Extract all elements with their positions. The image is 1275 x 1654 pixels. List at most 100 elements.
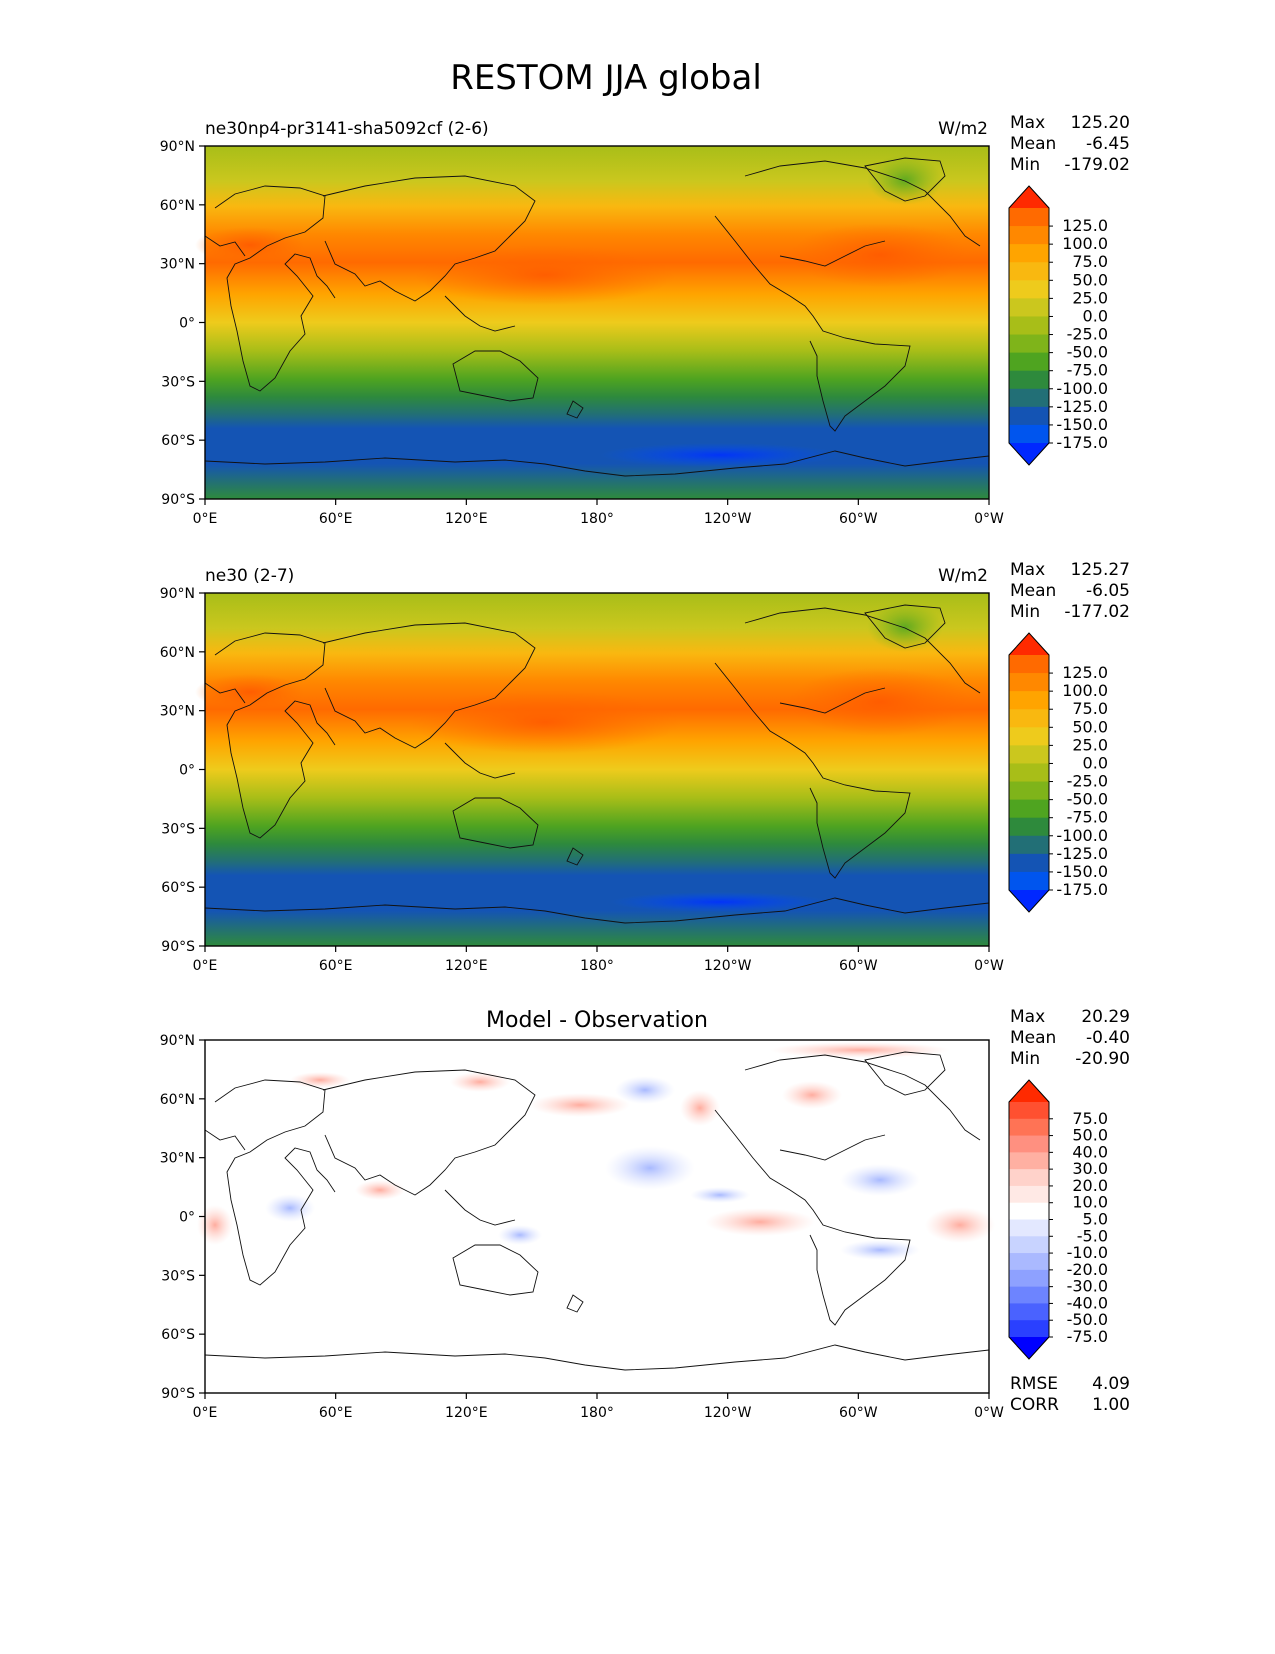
y-tick-label: 0° [179, 763, 195, 779]
x-tick-label: 0°E [193, 511, 218, 527]
colorbar-swatch [1009, 709, 1049, 728]
x-tick-label: 120°E [445, 511, 488, 527]
colorbar-swatch [1009, 298, 1049, 317]
x-tick-label: 120°W [704, 958, 752, 974]
x-tick-label: 0°W [974, 511, 1004, 527]
colorbar-label: 40.0 [1072, 1142, 1108, 1161]
y-tick-label: 90°S [161, 1386, 195, 1402]
colorbar-label: -75.0 [1067, 808, 1108, 827]
x-tick-label: 180° [580, 1405, 614, 1421]
panel-left-title: ne30np4-pr3141-sha5092cf (2-6) [205, 119, 489, 139]
colorbar-label: -150.0 [1056, 415, 1108, 434]
x-axis: 0°E 60°E 120°E 180° 120°W 60°W 0°W [193, 946, 1004, 974]
colorbar-swatch [1009, 691, 1049, 710]
stat-value: -0.40 [1086, 1028, 1130, 1048]
stat-label: RMSE [1010, 1374, 1058, 1394]
colorbar-label: 100.0 [1062, 234, 1108, 253]
colorbar-label: 75.0 [1072, 252, 1108, 271]
colorbar-extend-max [1009, 186, 1049, 208]
panel-left-title: ne30 (2-7) [205, 566, 294, 586]
colorbar-label: 50.0 [1072, 270, 1108, 289]
y-tick-label: 60°S [161, 433, 195, 449]
stat-value: 4.09 [1092, 1374, 1130, 1394]
map-field [195, 593, 989, 946]
stat-label: Max [1010, 1007, 1045, 1027]
colorbar-label: -125.0 [1056, 397, 1108, 416]
colorbar-swatch [1009, 262, 1049, 281]
stats-box: Max 125.20 Mean -6.45 Min -179.02 [1010, 113, 1130, 175]
colorbar-swatch [1009, 280, 1049, 299]
panel-test: ne30np4-pr3141-sha5092cf (2-6) W/m2 90°N… [160, 113, 1130, 527]
colorbar-swatch [1009, 763, 1049, 783]
colorbar-label: 50.0 [1072, 717, 1108, 736]
colorbar-label: -175.0 [1056, 433, 1108, 452]
x-tick-label: 0°E [193, 958, 218, 974]
colorbar-swatch [1009, 1135, 1049, 1153]
x-tick-label: 180° [580, 958, 614, 974]
stats-box: Max 20.29 Mean -0.40 Min -20.90 [1010, 1007, 1130, 1069]
x-tick-label: 0°W [974, 958, 1004, 974]
panel-units: W/m2 [938, 566, 988, 586]
panel-center-title: Model - Observation [486, 1008, 708, 1033]
colorbar-swatch [1009, 871, 1049, 891]
map-field [195, 146, 989, 499]
y-tick-label: 0° [179, 1210, 195, 1226]
y-tick-label: 0° [179, 316, 195, 332]
colorbar-label: -10.0 [1067, 1243, 1108, 1262]
colorbar-swatch [1009, 1152, 1049, 1170]
y-tick-label: 60°S [161, 1327, 195, 1343]
stat-value: 20.29 [1081, 1007, 1130, 1027]
stat-value: -20.90 [1075, 1049, 1130, 1069]
colorbar-label: -75.0 [1067, 361, 1108, 380]
colorbar-label: 30.0 [1072, 1159, 1108, 1178]
stat-value: -179.02 [1064, 155, 1130, 175]
x-tick-label: 60°W [839, 511, 878, 527]
colorbar-swatch [1009, 1118, 1049, 1137]
x-axis: 0°E 60°E 120°E 180° 120°W 60°W 0°W [193, 499, 1004, 527]
colorbar-label: 125.0 [1062, 216, 1108, 235]
x-tick-label: 60°W [839, 1405, 878, 1421]
figure-title: RESTOM JJA global [450, 58, 762, 98]
colorbar-label: 10.0 [1072, 1193, 1108, 1212]
colorbar-extend-min [1009, 1337, 1049, 1359]
x-tick-label: 60°E [319, 958, 353, 974]
colorbar-swatch [1009, 1102, 1049, 1120]
colorbar-label: 100.0 [1062, 681, 1108, 700]
y-tick-label: 30°S [161, 1268, 195, 1284]
colorbar-label: -100.0 [1056, 826, 1108, 845]
colorbar-swatch [1009, 334, 1049, 354]
colorbar: 125.0100.075.050.025.00.0-25.0-50.0-75.0… [1008, 185, 1108, 466]
y-tick-label: 30°S [161, 374, 195, 390]
stat-label: Mean [1010, 581, 1056, 601]
y-tick-label: 90°N [160, 139, 195, 155]
stat-label: Min [1010, 602, 1040, 622]
colorbar-label: -25.0 [1067, 325, 1108, 344]
y-tick-label: 30°N [160, 704, 195, 720]
colorbar-label: -75.0 [1067, 1327, 1108, 1346]
colorbar-label: 25.0 [1072, 288, 1108, 307]
colorbar-label: 0.0 [1083, 753, 1108, 772]
y-tick-label: 30°N [160, 257, 195, 273]
colorbar-swatch [1009, 799, 1049, 819]
stat-label: Mean [1010, 134, 1056, 154]
stat-label: Min [1010, 155, 1040, 175]
stat-label: Max [1010, 560, 1045, 580]
colorbar-swatch [1009, 853, 1049, 873]
colorbar-swatch [1009, 673, 1049, 692]
panel-ref: ne30 (2-7) W/m2 90°N60°N30°N0°30°S60°S90… [160, 560, 1130, 974]
colorbar-extend-max [1009, 633, 1049, 655]
colorbar-label: -175.0 [1056, 880, 1108, 899]
y-axis: 90°N 60°N 30°N 0° 30°S 60°S 90°S [160, 1033, 205, 1402]
stat-value: -6.45 [1086, 134, 1130, 154]
y-axis: 90°N 60°N 30°N 0° 30°S 60°S 90°S [160, 586, 205, 955]
colorbar-swatch [1009, 1320, 1049, 1338]
y-tick-label: 60°N [160, 645, 195, 661]
x-tick-label: 60°E [319, 1405, 353, 1421]
stat-value: -6.05 [1086, 581, 1130, 601]
footer-stats: RMSE 4.09 CORR 1.00 [1010, 1374, 1130, 1415]
colorbar-swatch [1009, 226, 1049, 245]
colorbar-label: -150.0 [1056, 862, 1108, 881]
colorbar-swatch [1009, 655, 1049, 674]
stat-value: 125.27 [1071, 560, 1130, 580]
colorbar-label: -40.0 [1067, 1293, 1108, 1312]
